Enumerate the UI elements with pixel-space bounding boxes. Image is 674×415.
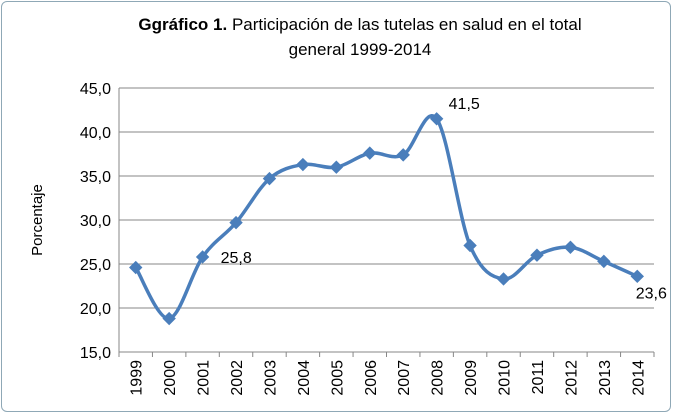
x-tick-label: 2003 — [262, 360, 279, 396]
y-tick-label: 35,0 — [80, 169, 111, 186]
data-point — [630, 269, 644, 284]
y-tick-label: 30,0 — [80, 213, 111, 230]
data-label: 41,5 — [449, 96, 480, 113]
data-point — [429, 112, 444, 126]
x-tick-label: 2011 — [530, 360, 547, 395]
title-bold: Ggráfico 1. — [138, 15, 228, 34]
title-line-2: general 1999-2014 — [288, 40, 432, 59]
x-tick-label: 2014 — [630, 360, 647, 396]
x-tick-label: 2001 — [196, 360, 213, 396]
data-point — [129, 260, 143, 275]
x-tick-label: 2007 — [396, 360, 413, 396]
data-point — [329, 160, 344, 174]
data-point — [530, 248, 544, 262]
y-axis-title: Porcentaje — [29, 184, 46, 256]
data-label: 25,8 — [221, 250, 252, 267]
data-point — [363, 146, 377, 160]
chart-title: Ggráfico 1. Participación de las tutelas… — [60, 12, 660, 62]
y-tick-label: 45,0 — [80, 81, 111, 98]
x-tick-label: 2012 — [563, 360, 580, 396]
data-label: 23,6 — [636, 285, 667, 302]
y-tick-label: 20,0 — [80, 301, 111, 318]
x-tick-label: 2009 — [463, 360, 480, 396]
data-point — [563, 240, 578, 254]
x-tick-label: 2004 — [296, 360, 313, 396]
x-tick-label: 2013 — [597, 360, 614, 396]
y-tick-label: 40,0 — [80, 125, 111, 142]
x-tick-label: 2002 — [229, 360, 246, 396]
data-point — [463, 238, 477, 253]
y-tick-label: 15,0 — [80, 345, 111, 362]
x-tick-label: 2010 — [497, 360, 514, 396]
series-line — [133, 114, 640, 321]
data-point — [496, 272, 511, 286]
y-tick-label: 25,0 — [80, 257, 111, 274]
data-point — [296, 157, 310, 172]
x-tick-label: 1999 — [129, 360, 146, 396]
title-line-1: Ggráfico 1. Participación de las tutelas… — [60, 12, 660, 37]
x-tick-label: 2005 — [329, 360, 346, 396]
data-point — [229, 215, 243, 230]
x-tick-label: 2000 — [162, 360, 179, 396]
data-point — [262, 171, 277, 186]
x-tick-label: 2008 — [430, 360, 447, 396]
data-point — [162, 311, 176, 326]
title-text: Participación de las tutelas en salud en… — [231, 15, 582, 34]
data-point — [195, 250, 210, 264]
data-point — [396, 148, 410, 162]
x-tick-label: 2006 — [363, 360, 380, 396]
data-point — [597, 254, 611, 269]
